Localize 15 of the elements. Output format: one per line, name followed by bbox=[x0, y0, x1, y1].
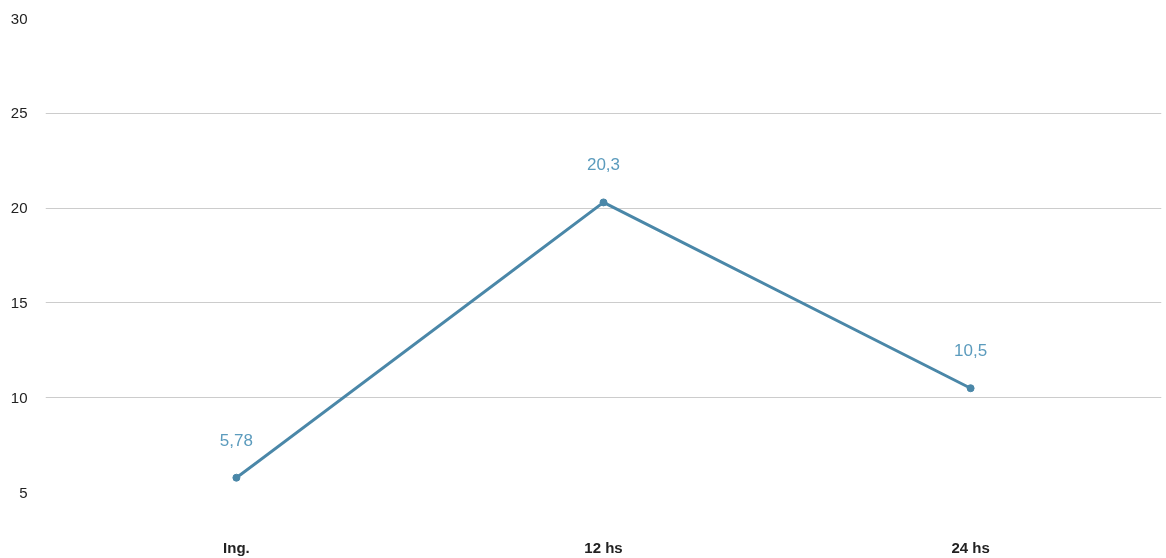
data-label: 5,78 bbox=[219, 430, 253, 450]
y-tick-label: 20 bbox=[10, 199, 28, 217]
y-tick-label: 10 bbox=[10, 388, 28, 406]
data-label: 10,5 bbox=[954, 341, 988, 361]
y-tick-label: 30 bbox=[10, 9, 28, 27]
x-tick-label: 24 hs bbox=[951, 538, 990, 556]
y-tick-label: 25 bbox=[10, 104, 28, 122]
x-tick-label: 12 hs bbox=[584, 538, 623, 556]
point bbox=[599, 198, 608, 207]
point bbox=[232, 473, 241, 482]
point bbox=[966, 384, 975, 393]
y-tick-label: 5 bbox=[19, 483, 28, 501]
data-label: 20,3 bbox=[586, 155, 621, 175]
x-tick-label: Ing. bbox=[223, 538, 250, 556]
y-tick-label: 15 bbox=[10, 293, 28, 311]
